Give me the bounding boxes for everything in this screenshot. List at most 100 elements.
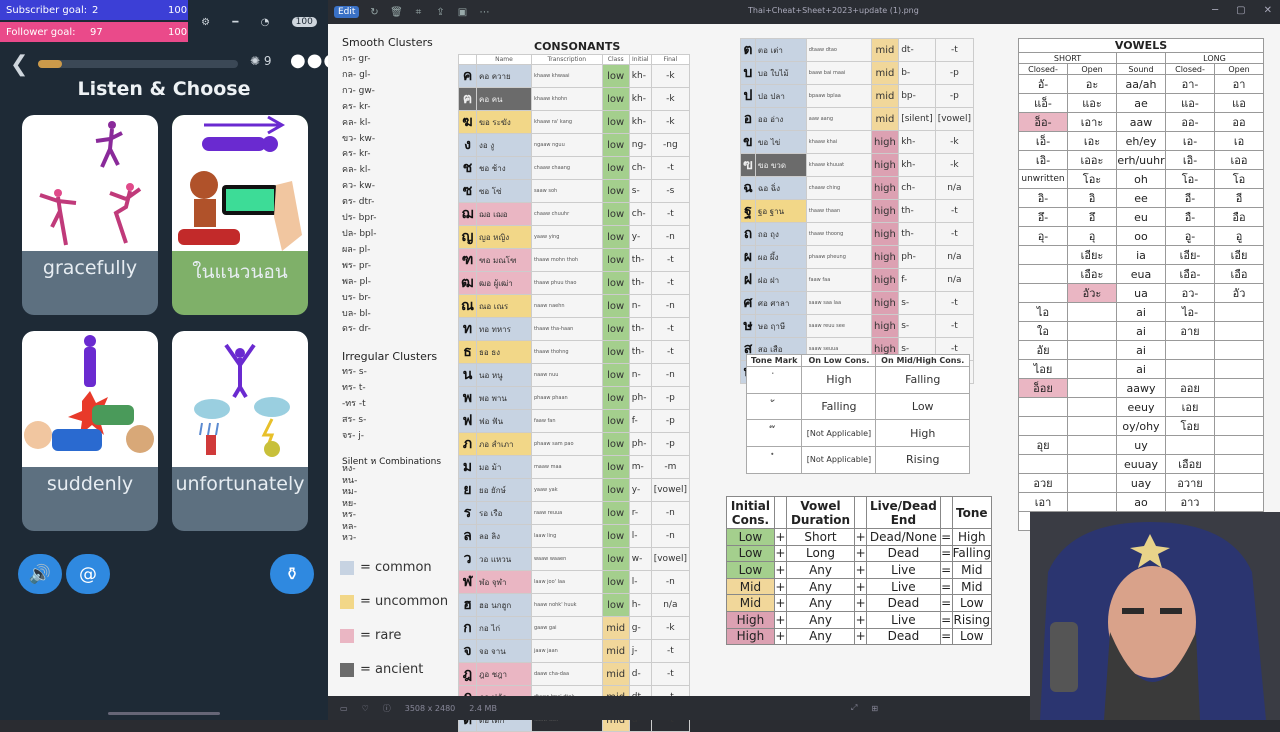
rules-header: Vowel Duration xyxy=(785,496,856,529)
consonant-class: low xyxy=(601,524,630,548)
consonant-name: ภอ สำเภา xyxy=(476,432,532,456)
share-icon[interactable]: ⇪ xyxy=(436,6,445,18)
consonant-final: -t xyxy=(650,317,691,341)
crop-icon[interactable]: ⌗ xyxy=(415,6,422,18)
vowel-cell: เอีย- xyxy=(1165,245,1215,265)
smooth-item: ปร- bpr- xyxy=(342,213,377,224)
vowel-cell: eh/ey xyxy=(1116,131,1166,151)
vowel-cell: ออย xyxy=(1165,378,1215,398)
consonant-letter: ธ xyxy=(458,340,477,364)
irregular-clusters-list: ทร- s- ทร- t- -ทร -t สร- s- จร- j- xyxy=(342,365,367,445)
consonant-name: พอ พาน xyxy=(476,386,532,410)
vowel-row: อั- อะ aa/ah อา- อา xyxy=(1018,74,1264,94)
vowel-cell xyxy=(1214,321,1264,341)
more-icon[interactable]: ⋯ xyxy=(479,6,490,18)
more-options-icon[interactable]: ●●● xyxy=(290,50,341,71)
close-icon[interactable]: ✕ xyxy=(1263,5,1272,16)
rules-cell: Any xyxy=(785,577,856,596)
consonant-initial: [silent] xyxy=(898,107,936,131)
consonant-initial: ch- xyxy=(898,176,936,200)
consonant-name: มอ ม้า xyxy=(476,455,532,479)
vase-icon: ⚱ xyxy=(284,563,300,585)
lesson-progress-bar xyxy=(38,60,238,68)
vowel-row: เอือะ eua เอือ- เอือ xyxy=(1018,264,1264,284)
card-word: unfortunately xyxy=(175,473,305,495)
consonant-final: -k xyxy=(934,130,975,154)
vowel-cell: ao xyxy=(1116,492,1166,512)
vowel-cell xyxy=(1214,492,1264,512)
vowel-cell: aawy xyxy=(1116,378,1166,398)
heart-icon[interactable]: ♡ xyxy=(361,703,369,713)
consonant-transcription: khaaw khai xyxy=(805,130,872,154)
vowels-header: Closed- xyxy=(1018,63,1068,75)
rules-cell: + xyxy=(773,610,787,629)
info-icon[interactable]: ⓘ xyxy=(382,703,391,713)
home-indicator xyxy=(108,712,220,715)
vowel-cell: อาย xyxy=(1165,321,1215,341)
vowel-cell xyxy=(1067,435,1117,455)
consonant-name: ถอ ถุง xyxy=(754,222,807,246)
vowel-cell: เอ xyxy=(1214,131,1264,151)
minimize-icon[interactable]: ─ xyxy=(1212,5,1219,16)
answer-card-selected[interactable]: ในแนวนอน xyxy=(172,115,308,315)
gear-counter: ✺ 9 xyxy=(250,54,272,68)
edit-button[interactable]: Edit xyxy=(334,6,360,18)
answer-card[interactable]: unfortunately xyxy=(172,331,308,531)
answer-card[interactable]: gracefully xyxy=(22,115,158,315)
rotate-icon[interactable]: ↻ xyxy=(370,6,379,18)
consonant-letter: น xyxy=(458,363,477,387)
smooth-item: พร- pr- xyxy=(342,260,371,271)
vowel-cell xyxy=(1067,397,1117,417)
answer-card[interactable]: suddenly xyxy=(22,331,158,531)
image-icon[interactable]: ▣ xyxy=(457,6,468,18)
vowel-cell: eu xyxy=(1116,207,1166,227)
consonant-name: ศอ ศาลา xyxy=(754,291,807,315)
vowel-cell xyxy=(1214,302,1264,322)
smooth-item: ผล- pl- xyxy=(342,244,371,255)
vowel-cell: อือ xyxy=(1214,207,1264,227)
consonant-letter: อ xyxy=(740,107,756,131)
vowel-cell: เอย xyxy=(1165,397,1215,417)
slow-audio-button[interactable]: @ xyxy=(66,554,110,594)
back-arrow-icon[interactable]: ❮ xyxy=(10,52,29,77)
vowel-cell: เอะ xyxy=(1067,131,1117,151)
minus-icon: ━ xyxy=(232,16,239,28)
rules-cell: Low xyxy=(951,594,993,612)
tone-cell: ่ xyxy=(745,366,803,394)
panel-icon[interactable]: ▭ xyxy=(340,703,348,713)
wifi-icon: ◔ xyxy=(260,16,270,28)
play-audio-button[interactable]: 🔊 xyxy=(18,554,62,594)
consonant-letter: ณ xyxy=(458,294,477,318)
delete-icon[interactable]: 🗑 xyxy=(390,6,403,18)
consonant-final: -t xyxy=(650,662,691,686)
vowel-row: เอียะ ia เอีย- เอีย xyxy=(1018,245,1264,265)
fit-icon[interactable]: ⤢ xyxy=(850,703,858,712)
consonant-final: -n xyxy=(650,570,691,594)
consonants-header: Final xyxy=(650,54,691,65)
irregular-item: -ทร -t xyxy=(342,398,366,409)
vowel-cell: เอือ xyxy=(1214,264,1264,284)
streamer-webcam xyxy=(1030,512,1280,720)
vowel-cell: อัย xyxy=(1018,340,1068,360)
rules-cell: + xyxy=(773,544,787,563)
vowel-cell: แอะ xyxy=(1067,93,1117,113)
consonant-name: รอ เรือ xyxy=(476,501,532,525)
vowel-cell: เอือ- xyxy=(1165,264,1215,284)
vowel-cell: อุย xyxy=(1018,435,1068,455)
rules-cell: Mid xyxy=(726,594,775,612)
maximize-icon[interactable]: ▢ xyxy=(1236,5,1246,16)
consonant-row: ผ ผอ ผึ้ง phaaw pheung high ph- n/a xyxy=(740,245,975,269)
vowel-row: eeuy เอย xyxy=(1018,397,1264,417)
rules-cell: = xyxy=(939,544,953,563)
consonant-class: high xyxy=(870,130,900,154)
vowel-cell: อาว xyxy=(1165,492,1215,512)
smooth-item: ปล- bpl- xyxy=(342,228,377,239)
zoom-icon[interactable]: ⊞ xyxy=(871,703,879,713)
hint-button[interactable]: ⚱ xyxy=(270,554,314,594)
speaker-icon: 🔊 xyxy=(28,563,52,585)
consonant-row: ฟ ฟอ ฟัน faaw fan low f- -p xyxy=(458,409,691,433)
vowel-cell xyxy=(1067,454,1117,474)
consonant-row: ม มอ ม้า maaw maa low m- -m xyxy=(458,455,691,479)
tone-cell: Low xyxy=(875,392,970,421)
irregular-item: จร- j- xyxy=(342,430,364,441)
